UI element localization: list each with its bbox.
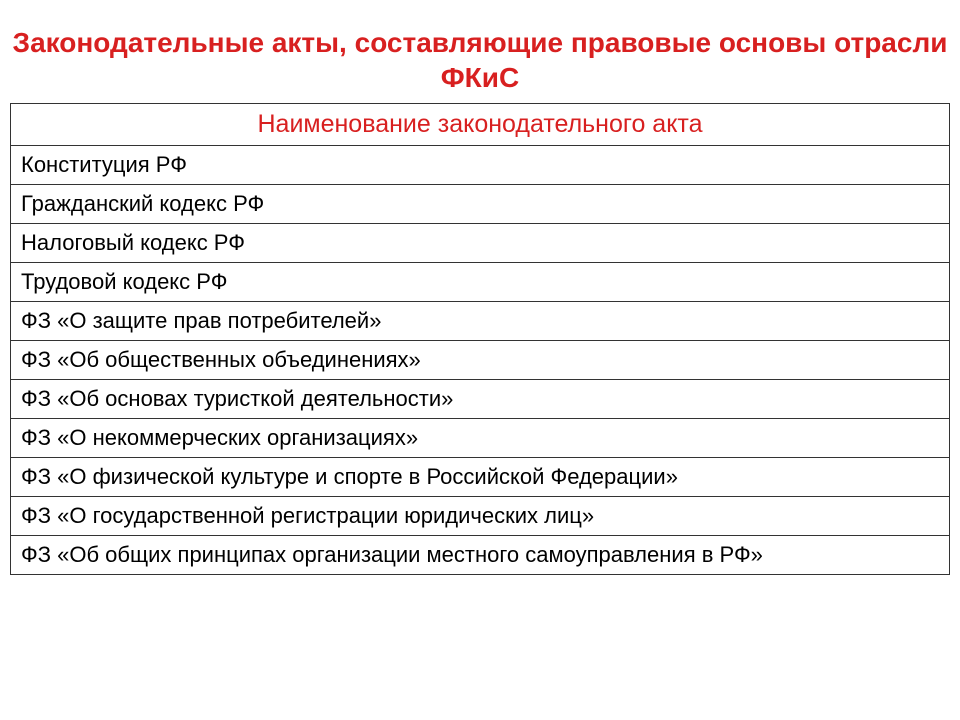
table-row: ФЗ «Об основах туристкой деятельности» [11,380,950,419]
table-row: ФЗ «Об общих принципах организации местн… [11,536,950,575]
table-row: Трудовой кодекс РФ [11,263,950,302]
table-header: Наименование законодательного акта [11,104,950,146]
table-body: Конституция РФ Гражданский кодекс РФ Нал… [11,146,950,575]
table-row: Гражданский кодекс РФ [11,185,950,224]
table-row: ФЗ «О государственной регистрации юридич… [11,497,950,536]
table-row: Конституция РФ [11,146,950,185]
slide-title: Законодательные акты, составляющие право… [10,25,950,95]
table-row: ФЗ «Об общественных объединениях» [11,341,950,380]
legislative-acts-table: Наименование законодательного акта Конст… [10,103,950,575]
table-row: ФЗ «О защите прав потребителей» [11,302,950,341]
table-row: ФЗ «О некоммерческих организациях» [11,419,950,458]
table-row: Налоговый кодекс РФ [11,224,950,263]
table-row: ФЗ «О физической культуре и спорте в Рос… [11,458,950,497]
